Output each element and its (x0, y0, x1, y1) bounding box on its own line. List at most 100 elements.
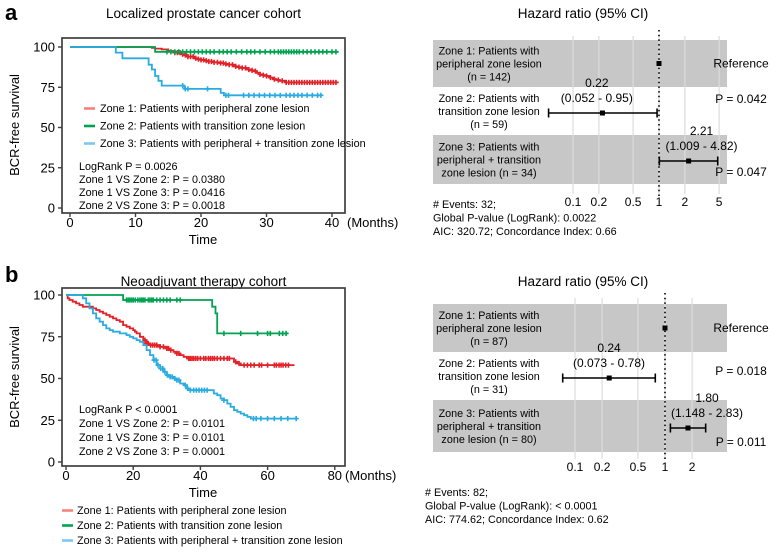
km_b-ytick-label: 25 (41, 413, 55, 428)
km_a-xtick-label: 0 (66, 215, 73, 230)
km_b-ytick-label: 0 (48, 455, 55, 470)
km_a-x-unit: (Months) (347, 215, 398, 230)
km_a-legend-label-0: Zone 1: Patients with peripheral zone le… (100, 103, 309, 115)
forest_a-footer-line-0: # Events: 32; (433, 199, 496, 211)
km_a-series-2-curve (70, 46, 323, 97)
forest_b-hr-label-2: 1.80 (695, 391, 719, 405)
forest_b-row-0-label-line-1: peripheral zone lesion (436, 323, 542, 335)
km_a-xlabel: Time (189, 232, 217, 247)
km_b-ytick-label: 75 (41, 329, 55, 344)
km_a-ylabel: BCR-free survival (7, 74, 22, 176)
forest_b-row-band-0 (433, 304, 727, 352)
km_a-ytick-label: 25 (41, 160, 55, 175)
forest-b-title: Hazard ratio (95% CI) (517, 274, 649, 289)
km_b-ylabel: BCR-free survival (7, 326, 22, 428)
km_b-series-0-curve (66, 294, 295, 366)
forest_a-axis-tick-label-2: 0.5 (625, 195, 642, 209)
forest_a-footer-line-2: AIC: 320.72; Concordance Index: 0.66 (433, 226, 617, 238)
forest_b-hr-marker-2 (685, 425, 691, 431)
forest_b-hr-label-1: 0.24 (597, 341, 621, 355)
forest_b-axis-tick-label-0: 0.1 (567, 460, 584, 474)
forest_a-axis-tick-label-4: 2 (682, 195, 689, 209)
km_b-xtick-label: 0 (62, 468, 69, 483)
km_b-legend-label-2: Zone 3: Patients with peripheral + trans… (77, 535, 343, 547)
forest_a-hr-label-1: 0.22 (585, 76, 609, 90)
km_b-xtick-label: 80 (328, 468, 342, 483)
km_b-xtick-label: 60 (260, 468, 274, 483)
km_a-xtick-label: 30 (259, 215, 273, 230)
km_b-stats-line-1: Zone 1 VS Zone 2: P = 0.0101 (79, 418, 225, 430)
km-a-title: Localized prostate cancer cohort (105, 6, 302, 21)
forest_b-row-2-label-line-0: Zone 3: Patients with (439, 408, 540, 420)
forest_a-row-1-label-line-0: Zone 2: Patients with (439, 93, 540, 105)
km-plot-a: 0 25 50 75 100 0 10 20 30 40 (Months) Time BCR-free … (7, 37, 398, 247)
forest_b-row-0-label-line-2: (n = 87) (470, 336, 508, 348)
forest_a-reference-label: Reference (713, 57, 769, 71)
km_b-legend-label-1: Zone 2: Patients with transition zone le… (77, 520, 282, 532)
forest_b-row-1-label-line-1: transition zone lesion (438, 371, 539, 383)
km_a-ytick-label: 0 (48, 201, 55, 216)
forest_b-axis-tick-label-1: 0.2 (594, 460, 611, 474)
km_b-ytick-label: 100 (33, 288, 55, 303)
forest_b-row-1-label-line-2: (n = 31) (470, 384, 508, 396)
forest_a-axis-tick-label-3: 1 (656, 195, 663, 209)
forest_a-p-label-2: P = 0.047 (715, 165, 767, 179)
panel-a-letter: a (5, 0, 18, 25)
forest_a-row-0-label-line-2: (n = 142) (467, 72, 511, 84)
forest_a-row-0-label-line-0: Zone 1: Patients with (439, 46, 540, 58)
km_b-legend-label-0: Zone 1: Patients with peripheral zone le… (77, 505, 286, 517)
km_b-series-2-curve (66, 294, 298, 420)
km_a-ytick-label: 100 (33, 40, 55, 55)
forest_a-row-1-label-line-2: (n = 59) (470, 119, 508, 131)
km_a-ytick-label: 75 (41, 80, 55, 95)
km_b-stats-line-0: LogRank P < 0.0001 (79, 404, 178, 416)
forest_b-footer-line-2: AIC: 774.62; Concordance Index: 0.62 (425, 514, 609, 526)
forest_a-hr-marker-2 (686, 158, 692, 164)
km_a-xtick-label: 20 (194, 215, 208, 230)
forest_a-row-band-0 (433, 40, 727, 87)
km_a-ytick-label: 50 (41, 120, 55, 135)
forest_b-row-2-label-line-1: peripheral + transition (437, 421, 541, 433)
forest_b-axis-tick-label-3: 1 (662, 460, 669, 474)
forest_a-axis-tick-label-0: 0.1 (565, 195, 582, 209)
km-b-title: Neoadjuvant therapy cohort (120, 274, 287, 289)
forest_a-row-0-label-line-1: peripheral zone lesion (436, 59, 542, 71)
km-plot-b: 0 25 50 75 100 0 20 40 60 80 (Months) Time BCR-free … (7, 287, 396, 547)
forest_a-row-2-label-line-2: zone lesion (n = 34) (441, 168, 536, 180)
km_a-legend-label-2: Zone 3: Patients with peripheral + trans… (100, 138, 366, 150)
forest_b-row-1-label-line-0: Zone 2: Patients with (439, 358, 540, 370)
km_b-plot-frame (61, 287, 346, 467)
km_b-stats-line-3: Zone 2 VS Zone 3: P = 0.0001 (79, 446, 225, 458)
forest_b-ci-label-1: (0.073 - 0.78) (573, 356, 645, 370)
forest_a-footer-line-1: Global P-value (LogRank): 0.0022 (433, 213, 596, 225)
forest_a-axis-tick-label-5: 5 (716, 195, 723, 209)
forest_a-reference-marker (656, 61, 662, 66)
forest_b-p-label-2: P = 0.011 (716, 435, 767, 449)
forest_a-row-2-label-line-0: Zone 3: Patients with (439, 142, 540, 154)
km_a-plot-frame (61, 37, 346, 214)
forest_b-footer-line-0: # Events: 82; (425, 487, 488, 499)
forest_b-ci-label-2: (1.148 - 2.83) (671, 406, 743, 420)
km_a-stats-line-2: Zone 1 VS Zone 3: P = 0.0416 (79, 187, 225, 199)
forest_a-row-2-label-line-1: peripheral + transition (437, 155, 541, 167)
forest_b-row-band-2 (433, 400, 727, 452)
km_a-xtick-label: 40 (325, 215, 339, 230)
km_b-x-unit: (Months) (345, 468, 396, 483)
forest_b-footer-line-1: Global P-value (LogRank): < 0.0001 (425, 501, 598, 513)
forest_a-ci-label-1: (0.052 - 0.95) (561, 91, 633, 105)
km_a-stats-line-0: LogRank P = 0.0026 (79, 161, 178, 173)
forest_a-axis-tick-label-1: 0.2 (591, 195, 608, 209)
panel-b-letter: b (5, 262, 19, 287)
forest_b-row-0-label-line-0: Zone 1: Patients with (439, 310, 540, 322)
forest_b-p-label-1: P = 0.018 (715, 364, 767, 378)
forest_a-p-label-1: P = 0.042 (715, 92, 767, 106)
km_b-xtick-label: 40 (193, 468, 207, 483)
forest-a-title: Hazard ratio (95% CI) (517, 6, 649, 21)
forest_b-reference-label: Reference (713, 321, 769, 335)
forest_b-axis-tick-label-2: 0.5 (630, 460, 647, 474)
km_a-xtick-label: 10 (128, 215, 142, 230)
forest_b-row-2-label-line-2: zone lesion (n = 80) (441, 434, 536, 446)
